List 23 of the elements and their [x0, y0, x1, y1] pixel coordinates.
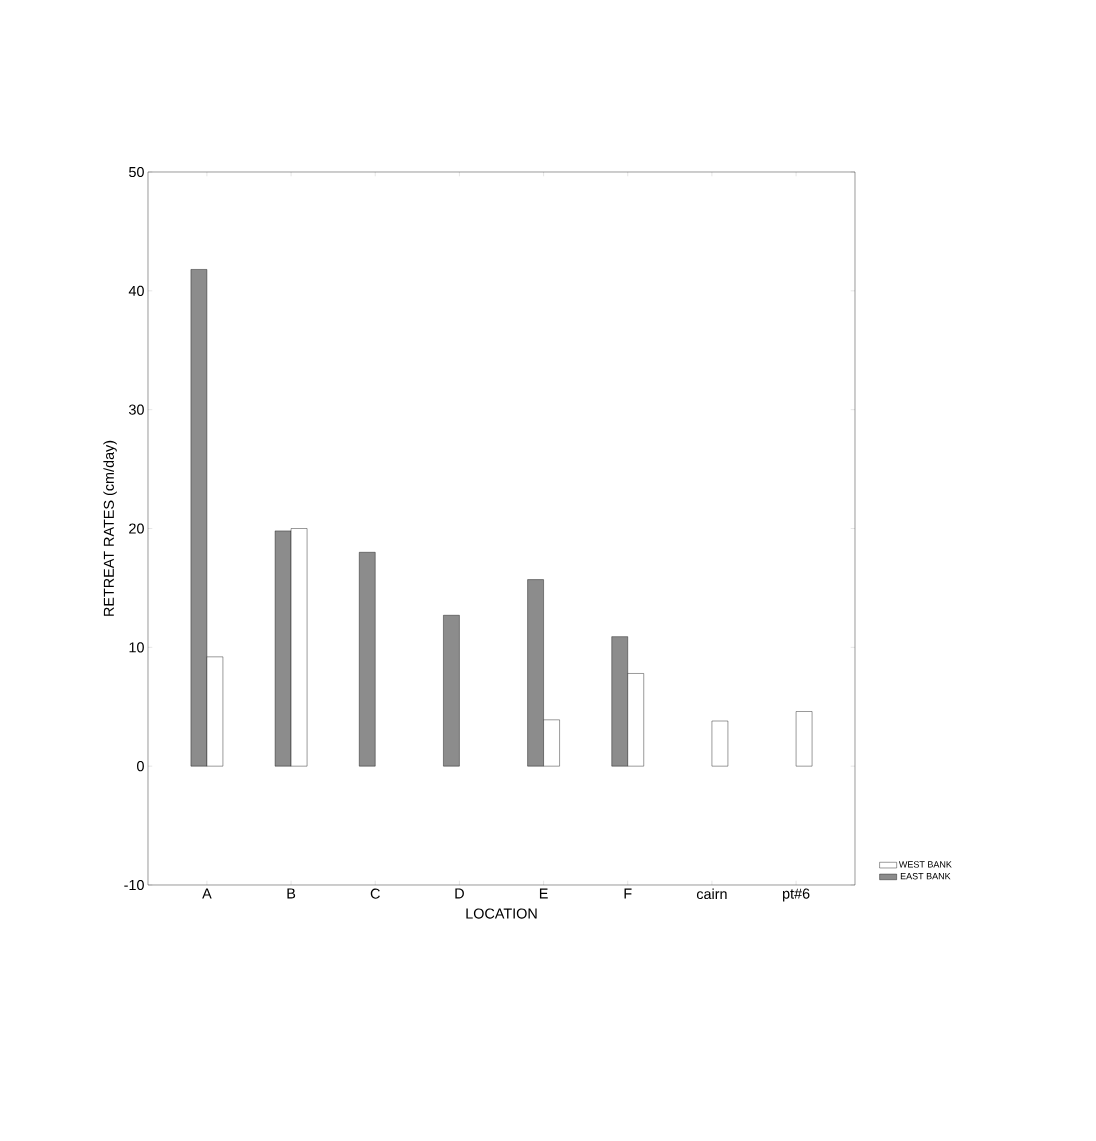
- x-axis-title: LOCATION: [466, 908, 537, 919]
- y-tick-label: 30: [129, 404, 144, 415]
- bar: [795, 711, 813, 767]
- x-tick-label: cairn: [696, 888, 727, 900]
- y-tick-label: -10: [124, 879, 144, 891]
- y-tick-label: 20: [129, 523, 144, 534]
- legend-label: EAST BANK: [900, 873, 951, 880]
- x-tick-label: E: [539, 888, 548, 899]
- x-tick-label: F: [624, 888, 632, 899]
- y-tick-label: 50: [129, 166, 144, 178]
- bar: [443, 615, 460, 767]
- x-tick-label: C: [370, 888, 380, 899]
- y-axis-title: RETREAT RATES (cm/day): [103, 440, 117, 616]
- x-tick-label: A: [202, 888, 212, 899]
- x-tick-label: B: [287, 888, 296, 899]
- y-tick-label: 10: [129, 642, 144, 653]
- x-tick-label: D: [455, 888, 464, 899]
- x-tick-label: pt#6: [782, 888, 810, 902]
- y-tick-label: 40: [128, 285, 144, 296]
- y-tick-label: 0: [137, 761, 144, 772]
- legend-label: WEST BANK: [898, 861, 952, 868]
- bar: [711, 720, 729, 767]
- bar: [359, 552, 376, 767]
